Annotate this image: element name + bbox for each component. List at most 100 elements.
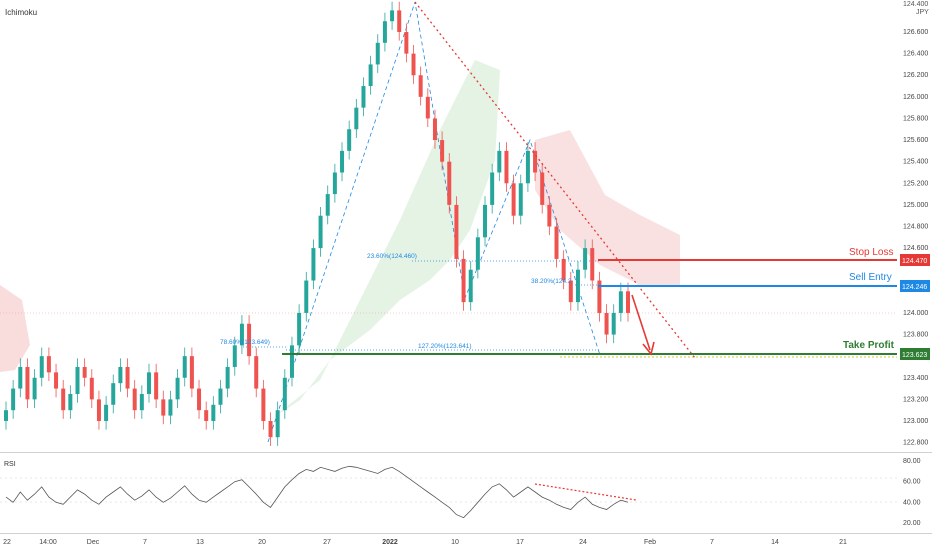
candle-body xyxy=(397,10,402,33)
candle-body xyxy=(475,237,480,270)
candle-body xyxy=(575,269,580,303)
fib-label-78: 78.60%(123.649) xyxy=(220,339,270,346)
candle-body xyxy=(618,291,623,313)
price-tick-label: 126.000 xyxy=(903,94,928,101)
candle-body xyxy=(46,356,51,373)
candle-body xyxy=(61,388,66,411)
candle-body xyxy=(225,366,230,389)
candle-body xyxy=(254,356,259,389)
candle-body xyxy=(161,399,166,416)
candle-body xyxy=(468,269,473,303)
candle-body xyxy=(118,366,123,384)
candle-body xyxy=(318,215,323,249)
candle-body xyxy=(125,366,130,389)
candle-body xyxy=(168,399,173,416)
time-tick-label: 13 xyxy=(196,539,204,546)
candle-body xyxy=(311,248,316,281)
candle-body xyxy=(25,366,30,400)
stop-loss-price: 124.470 xyxy=(902,258,927,265)
price-tick-label: 126.400 xyxy=(903,51,928,58)
time-axis-ticks: 22 14:00 Dec 7 13 20 27 2022 10 17 24 Feb 7 14 21 xyxy=(3,539,847,546)
candle-body xyxy=(611,312,616,335)
price-tick-label: 123.200 xyxy=(903,396,928,403)
descending-trendline xyxy=(414,1,696,359)
candle-body xyxy=(490,172,495,205)
candle-body xyxy=(211,404,216,421)
candle-body xyxy=(75,366,80,394)
candle-body xyxy=(189,356,194,389)
candle-body xyxy=(425,96,430,119)
candle-body xyxy=(32,377,37,400)
take-profit-label: Take Profit xyxy=(843,340,895,351)
candle-body xyxy=(597,280,602,313)
time-tick-label: 10 xyxy=(451,539,459,546)
time-tick-label: 17 xyxy=(516,539,524,546)
price-tick-label: 125.400 xyxy=(903,159,928,166)
candle-body xyxy=(347,129,352,151)
candle-body xyxy=(525,150,530,184)
candle-body xyxy=(361,86,366,108)
candle-body xyxy=(432,118,437,141)
candle-body xyxy=(197,388,202,411)
sell-entry-price: 124.246 xyxy=(902,284,927,291)
time-tick-label: Dec xyxy=(87,539,100,546)
time-tick-label: 22 xyxy=(3,539,11,546)
corner-price: 124.400 xyxy=(903,1,928,8)
candle-body xyxy=(275,410,280,438)
candle-body xyxy=(547,204,552,227)
fib-label-38: 38.20%(124.2 xyxy=(531,278,572,285)
candle-body xyxy=(111,383,116,405)
cloud-bear-right xyxy=(535,130,680,285)
candle-body xyxy=(418,75,423,97)
price-tick-label: 123.000 xyxy=(903,418,928,425)
candle-body xyxy=(590,248,595,281)
candle-body xyxy=(247,323,252,357)
candle-body xyxy=(368,64,373,87)
candle-body xyxy=(583,248,588,270)
candle-body xyxy=(483,204,488,238)
fib-label-127: 127.20%(123.641) xyxy=(418,343,472,350)
rsi-line xyxy=(5,465,629,519)
price-tick-label: 124.600 xyxy=(903,245,928,252)
rsi-pane[interactable] xyxy=(0,453,897,533)
candle-body xyxy=(146,372,151,394)
candle-body xyxy=(4,410,8,421)
price-axis[interactable] xyxy=(897,0,932,452)
time-tick-label: 24 xyxy=(579,539,587,546)
candle-body xyxy=(239,323,244,346)
candle-body xyxy=(554,226,559,259)
candle-body xyxy=(268,420,273,438)
price-tick-label: 125.600 xyxy=(903,137,928,144)
time-tick-label: 27 xyxy=(323,539,331,546)
price-tick-label: 124.800 xyxy=(903,224,928,231)
rsi-tick-label: 80.00 xyxy=(903,458,921,465)
candle-body xyxy=(218,388,223,405)
candle-body xyxy=(96,399,101,421)
sell-entry-label: Sell Entry xyxy=(849,272,892,283)
candle-body xyxy=(54,372,59,389)
corner-unit: JPY xyxy=(916,9,929,16)
candle-body xyxy=(626,291,630,313)
candle-body xyxy=(382,21,387,43)
time-tick-label: 14:00 xyxy=(39,539,57,546)
rsi-tick-label: 60.00 xyxy=(903,479,921,486)
candle-body xyxy=(540,172,545,205)
candle-body xyxy=(497,150,502,173)
candle-body xyxy=(175,377,180,400)
candle-body xyxy=(375,42,380,65)
candle-body xyxy=(132,388,137,411)
candle-body xyxy=(104,404,109,421)
candle-body xyxy=(82,366,87,378)
sell-arrow-icon xyxy=(642,341,655,356)
price-tick-label: 124.000 xyxy=(903,310,928,317)
candle-body xyxy=(511,183,516,216)
candle-body xyxy=(182,356,187,378)
candle-body xyxy=(282,377,287,411)
stop-loss-label: Stop Loss xyxy=(849,247,893,258)
candle-body xyxy=(232,345,237,367)
price-tick-label: 125.200 xyxy=(903,180,928,187)
indicator-label: Ichimoku xyxy=(5,8,37,17)
take-profit-price: 123.623 xyxy=(902,352,927,359)
candle-body xyxy=(604,312,609,335)
